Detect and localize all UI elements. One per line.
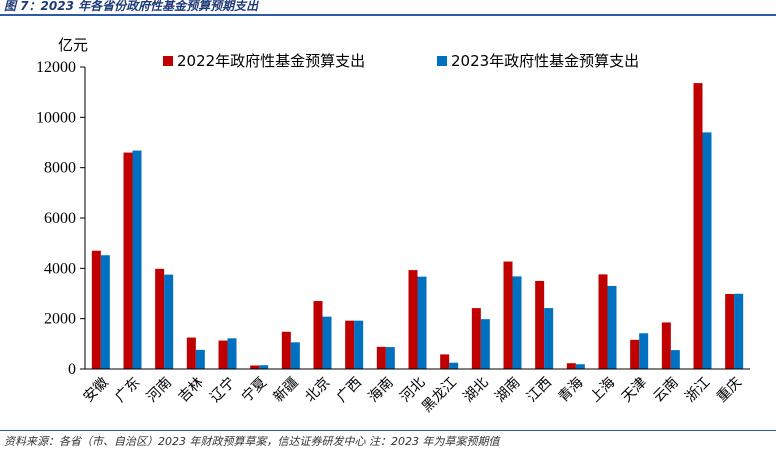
source-rule bbox=[0, 430, 776, 431]
x-tick-label: 云南 bbox=[651, 375, 682, 406]
bar-2022 bbox=[408, 270, 418, 369]
bar-2023 bbox=[195, 349, 205, 369]
legend-label: 2023年政府性基金预算支出 bbox=[451, 52, 639, 70]
title-rule bbox=[0, 14, 776, 16]
legend-swatch bbox=[163, 56, 173, 66]
x-tick-label: 青海 bbox=[556, 375, 587, 406]
y-tick-label: 8000 bbox=[44, 160, 76, 177]
bar-2023 bbox=[702, 132, 712, 369]
x-tick-label: 上海 bbox=[587, 375, 618, 406]
x-tick-label: 海南 bbox=[366, 375, 397, 406]
bar-2023 bbox=[290, 342, 300, 369]
y-tick-label: 10000 bbox=[36, 109, 76, 126]
figure-title: 图 7：2023 年各省份政府性基金预算预期支出 bbox=[4, 0, 259, 13]
bar-2022 bbox=[630, 339, 640, 369]
bar-2022 bbox=[471, 308, 481, 369]
source-note: 资料来源：各省（市、自治区）2023 年财政预算草案，信达证券研发中心 注：20… bbox=[4, 435, 500, 448]
bar-chart: 亿元 0 2000 4000 6000 8000 10000 12000 安徽 广东 河南 吉林辽… bbox=[36, 36, 750, 416]
bar-2023 bbox=[449, 362, 459, 369]
x-tick-label: 宁夏 bbox=[238, 374, 270, 406]
x-tick-label: 吉林 bbox=[176, 375, 207, 406]
bar-2023 bbox=[354, 320, 364, 369]
bar-2022 bbox=[186, 337, 196, 369]
bar-2023 bbox=[100, 255, 110, 369]
x-tick-label: 河南 bbox=[144, 375, 175, 406]
bar-2022 bbox=[661, 322, 671, 369]
bar-2022 bbox=[693, 83, 703, 370]
bar-2022 bbox=[725, 294, 735, 369]
legend-swatch bbox=[437, 56, 447, 66]
bar-2022 bbox=[503, 261, 513, 369]
bar-2023 bbox=[734, 293, 744, 369]
bar-2023 bbox=[639, 333, 649, 369]
x-tick-label: 天津 bbox=[619, 375, 650, 406]
bar-2023 bbox=[322, 316, 332, 369]
bar-2022 bbox=[281, 331, 291, 369]
y-tick-label: 0 bbox=[68, 361, 76, 378]
x-tick-label: 江西 bbox=[524, 375, 555, 406]
y-tick-label: 2000 bbox=[44, 311, 76, 328]
y-tick-label: 4000 bbox=[44, 260, 76, 277]
y-tick-label: 6000 bbox=[44, 210, 76, 227]
x-tick-label: 重庆 bbox=[714, 375, 745, 406]
bar-2022 bbox=[218, 340, 228, 369]
bar-2023 bbox=[417, 276, 427, 369]
bar-2022 bbox=[566, 363, 576, 369]
x-axis-ticks: 安徽 广东 河南 吉林 辽宁 宁夏 新疆 北京 广西 海南 河北黑龙江 湖北 湖南 江西 青海 上海 天津 云南浙… bbox=[81, 374, 745, 416]
bar-2022 bbox=[91, 250, 101, 369]
bar-2022 bbox=[535, 280, 545, 369]
x-tick-label: 新疆 bbox=[271, 375, 302, 406]
bar-2023 bbox=[385, 347, 395, 369]
x-tick-label: 湖南 bbox=[492, 375, 523, 406]
bar-2023 bbox=[164, 274, 174, 369]
x-tick-label: 广东 bbox=[112, 375, 143, 406]
legend: 2022年政府性基金预算支出 2023年政府性基金预算支出 bbox=[163, 52, 639, 70]
x-tick-label: 湖北 bbox=[461, 375, 492, 406]
bar-2023 bbox=[227, 338, 237, 369]
bar-2023 bbox=[480, 319, 490, 369]
bar-2022 bbox=[440, 354, 450, 369]
bar-2022 bbox=[376, 346, 386, 369]
bar-2023 bbox=[607, 285, 617, 369]
x-tick-label: 广西 bbox=[334, 375, 365, 406]
bar-2023 bbox=[575, 364, 585, 369]
y-axis-unit: 亿元 bbox=[58, 36, 88, 54]
legend-label: 2022年政府性基金预算支出 bbox=[177, 52, 365, 70]
x-tick-label: 浙江 bbox=[682, 375, 713, 406]
bar-2023 bbox=[670, 350, 680, 369]
bar-2022 bbox=[313, 301, 323, 369]
bar-2023 bbox=[132, 150, 142, 369]
x-tick-label: 辽宁 bbox=[207, 374, 239, 406]
x-tick-label: 安徽 bbox=[81, 375, 112, 406]
bar-2022 bbox=[155, 268, 165, 369]
x-tick-label: 北京 bbox=[302, 375, 333, 406]
bar-2022 bbox=[250, 365, 260, 369]
bar-2022 bbox=[345, 320, 355, 369]
bar-2022 bbox=[123, 152, 133, 369]
bars bbox=[91, 83, 744, 370]
x-tick-label: 黑龙江 bbox=[419, 375, 460, 416]
bar-2022 bbox=[598, 274, 608, 369]
bar-2023 bbox=[259, 365, 269, 369]
y-axis-ticks: 0 2000 4000 6000 8000 10000 12000 bbox=[36, 59, 85, 378]
bar-2023 bbox=[512, 276, 522, 369]
y-tick-label: 12000 bbox=[36, 59, 76, 76]
bar-2023 bbox=[544, 308, 554, 369]
